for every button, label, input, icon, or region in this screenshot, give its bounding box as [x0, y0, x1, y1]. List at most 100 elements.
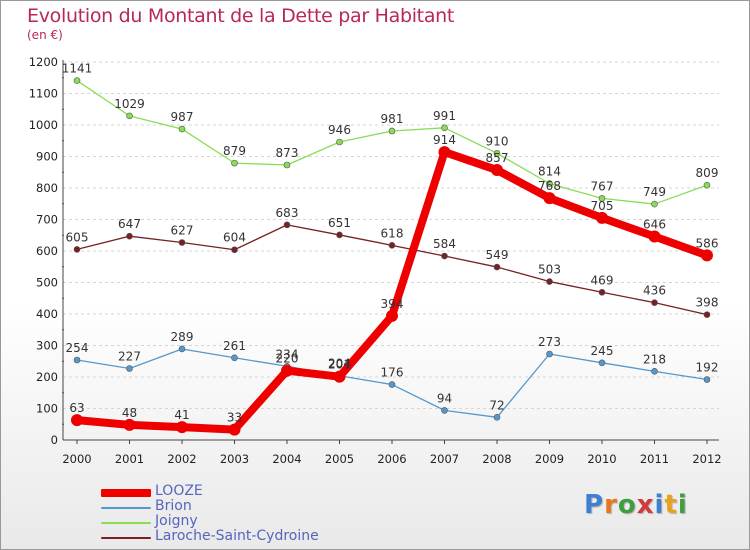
legend-swatch — [101, 507, 151, 509]
legend-label: Joigny — [155, 513, 198, 529]
data-point — [701, 249, 713, 262]
series-line-looze — [73, 148, 711, 434]
y-tick-label: 900 — [36, 150, 58, 164]
logo-letter: i — [654, 490, 665, 520]
data-point — [336, 231, 343, 239]
data-label: 63 — [69, 401, 84, 415]
logo-letter: i — [677, 490, 688, 520]
data-point — [441, 252, 448, 260]
data-label: 289 — [171, 330, 194, 344]
data-label: 192 — [696, 361, 719, 375]
data-label: 41 — [174, 408, 189, 422]
proxiti-logo: Proxiti — [584, 490, 688, 520]
chart-title: Evolution du Montant de la Dette par Hab… — [27, 5, 455, 27]
data-label: 273 — [538, 335, 561, 349]
axes: 0 100 200 300 400 500 600 700 800 900 1000 1100 1200… — [29, 55, 722, 466]
legend-label: Laroche-Saint-Cydroine — [155, 528, 319, 544]
data-label: 549 — [486, 248, 509, 262]
data-point — [388, 381, 396, 388]
data-label: 910 — [486, 134, 509, 148]
x-tick-label: 2008 — [482, 452, 511, 466]
data-label: 176 — [381, 366, 404, 380]
data-point — [126, 112, 133, 120]
data-label: 857 — [486, 151, 509, 165]
data-point — [441, 124, 448, 132]
grid — [63, 61, 719, 409]
x-tick-label: 2010 — [587, 452, 616, 466]
data-point — [231, 354, 238, 362]
x-tick-label: 2011 — [640, 452, 669, 466]
data-label: 946 — [328, 123, 351, 137]
y-tick-label: 400 — [36, 307, 58, 321]
data-point — [283, 221, 291, 229]
data-label: 220 — [276, 352, 299, 366]
data-label: 809 — [696, 166, 719, 180]
data-label: 261 — [223, 339, 246, 353]
data-point — [703, 311, 711, 318]
data-point — [651, 299, 658, 306]
data-point — [231, 246, 238, 254]
y-tick-label: 1200 — [29, 55, 58, 69]
y-tick-label: 1100 — [29, 87, 58, 101]
data-label: 651 — [328, 216, 351, 230]
data-point — [493, 263, 501, 271]
data-label: 987 — [171, 110, 194, 124]
y-tick-label: 800 — [36, 181, 58, 195]
x-tick-label: 2001 — [115, 452, 144, 466]
data-point — [493, 414, 501, 421]
data-label: 394 — [381, 297, 404, 311]
data-point — [228, 423, 241, 436]
data-point — [598, 288, 606, 296]
data-label: 436 — [643, 284, 666, 298]
data-point — [178, 239, 186, 246]
legend-label: LOOZE — [155, 483, 203, 499]
data-point — [651, 200, 658, 208]
data-point — [598, 359, 606, 367]
data-point — [543, 192, 556, 205]
data-label: 1141 — [62, 62, 93, 76]
data-point — [703, 376, 711, 383]
x-tick-label: 2006 — [377, 452, 406, 466]
data-point — [178, 125, 186, 133]
data-label: 227 — [118, 349, 141, 363]
data-label: 469 — [591, 273, 614, 287]
logo-letter: P — [584, 490, 605, 520]
data-point — [336, 138, 343, 146]
data-point — [178, 345, 186, 353]
data-label: 1029 — [114, 97, 145, 111]
x-tick-label: 2012 — [692, 452, 721, 466]
data-label: 234 — [276, 347, 299, 361]
data-point — [281, 364, 293, 377]
data-point — [388, 242, 396, 249]
y-tick-label: 100 — [36, 402, 58, 416]
data-label: 914 — [433, 133, 456, 147]
logo-letter: x — [636, 490, 655, 520]
y-tick-label: 300 — [36, 339, 58, 353]
data-point — [438, 146, 451, 159]
data-point — [283, 161, 291, 169]
y-tick-label: 0 — [51, 433, 58, 447]
data-point — [73, 356, 81, 364]
data-label: 503 — [538, 263, 561, 277]
data-point — [386, 309, 398, 322]
data-label: 767 — [591, 179, 614, 193]
data-label: 201 — [328, 358, 351, 372]
data-label: 981 — [381, 112, 404, 126]
x-tick-label: 2005 — [325, 452, 354, 466]
y-tick-label: 700 — [36, 213, 58, 227]
data-label: 627 — [171, 223, 194, 237]
data-label: 245 — [591, 344, 614, 358]
data-point — [493, 150, 501, 157]
data-point — [648, 230, 661, 243]
logo-letter: r — [604, 490, 618, 520]
data-label: 398 — [696, 296, 719, 310]
data-point — [703, 181, 711, 189]
x-tick-label: 2002 — [167, 452, 196, 466]
data-point — [126, 365, 133, 372]
data-point — [176, 421, 188, 434]
data-point — [231, 159, 238, 167]
data-label: 683 — [276, 206, 299, 220]
data-point — [441, 407, 448, 414]
data-label: 647 — [118, 217, 141, 231]
